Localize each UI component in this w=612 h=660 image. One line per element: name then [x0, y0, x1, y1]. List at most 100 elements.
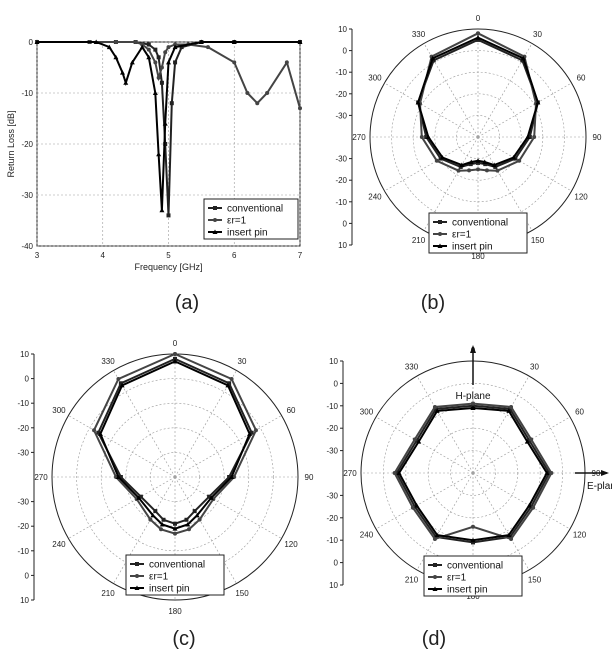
data-point	[475, 158, 481, 163]
radial-tick-label: -10	[17, 399, 29, 408]
data-point	[34, 39, 40, 44]
polar-spoke	[375, 416, 474, 474]
y-tick-label: -30	[21, 191, 33, 200]
data-point	[156, 75, 161, 80]
data-point	[284, 60, 289, 65]
legend-marker	[213, 218, 217, 222]
angle-tick-label: 120	[574, 193, 588, 202]
data-point	[156, 151, 162, 157]
data-point	[133, 40, 138, 44]
radial-tick-label: 10	[338, 25, 347, 34]
data-point	[207, 494, 212, 499]
polar-spoke	[477, 43, 533, 138]
panel-label-d: (d)	[422, 628, 446, 650]
chart-panel-b: 0 30 60 90 120 150 180 210 240 270 300 330 10 10 0 0 -10…	[335, 14, 602, 261]
legend-marker	[135, 562, 139, 566]
data-point	[434, 158, 439, 163]
data-point	[159, 522, 165, 527]
data-point	[425, 134, 431, 139]
data-point	[227, 475, 232, 479]
radial-tick-label: -30	[17, 498, 29, 507]
legend-label: insert pin	[452, 242, 493, 253]
data-point	[471, 401, 475, 406]
data-point	[146, 47, 151, 52]
data-point	[544, 470, 550, 475]
data-point	[509, 405, 514, 410]
polar-spoke	[375, 472, 474, 530]
radial-tick-label: 10	[329, 357, 338, 366]
polar-spoke	[472, 375, 530, 474]
angle-tick-label: 150	[531, 236, 545, 245]
h-plane-arrowhead	[470, 345, 476, 353]
data-point	[158, 527, 163, 532]
data-point	[97, 431, 103, 436]
data-point	[129, 59, 135, 65]
data-point	[434, 532, 440, 538]
data-point	[119, 70, 125, 75]
polar-grid-ring	[450, 450, 496, 496]
data-point	[173, 521, 177, 526]
data-point	[118, 381, 123, 386]
polar-spoke	[174, 476, 237, 584]
data-point	[484, 168, 489, 173]
legend-marker	[213, 206, 217, 210]
data-point	[549, 471, 554, 475]
angle-tick-label: 270	[34, 473, 48, 482]
radial-tick-label: -20	[326, 514, 338, 523]
legend-label: conventional	[452, 218, 508, 229]
data-point	[414, 502, 420, 508]
legend-marker	[433, 575, 437, 579]
angle-tick-label: 300	[360, 408, 374, 417]
data-point	[166, 59, 171, 65]
data-point	[507, 406, 512, 411]
angle-tick-label: 90	[305, 473, 314, 482]
angle-tick-label: 120	[573, 531, 587, 540]
data-point	[253, 428, 258, 433]
radial-tick-label: -20	[335, 176, 347, 185]
data-point	[229, 377, 234, 382]
legend-label: insert pin	[149, 584, 190, 595]
chart-panel-c: 0 30 60 90 120 150 180 210 240 270 300 330 10 10 0 0 -10…	[17, 339, 314, 616]
data-point	[415, 99, 421, 105]
panel-label-c: (c)	[172, 628, 195, 650]
data-point	[136, 495, 142, 500]
legend-marker	[135, 574, 139, 578]
legend-label: εr=1	[447, 573, 467, 584]
data-point	[547, 471, 552, 475]
angle-tick-label: 150	[528, 576, 542, 585]
data-point	[434, 406, 439, 411]
x-tick-label: 4	[101, 251, 106, 260]
polar-spoke	[477, 82, 572, 138]
angle-tick-label: 180	[471, 252, 485, 261]
data-point	[172, 526, 178, 531]
x-axis-label: Frequency [GHz]	[134, 262, 202, 272]
data-point	[410, 505, 415, 510]
data-point	[298, 106, 302, 111]
radial-tick-label: -20	[326, 424, 338, 433]
polar-spoke	[416, 472, 474, 571]
data-point	[419, 135, 424, 139]
data-point	[138, 494, 143, 499]
data-point	[173, 531, 177, 536]
radial-tick-label: -20	[17, 424, 29, 433]
data-point	[476, 31, 480, 36]
data-point	[520, 55, 526, 61]
data-point	[506, 408, 512, 413]
angle-tick-label: 60	[287, 406, 296, 415]
data-point	[456, 168, 461, 173]
angle-tick-label: 90	[593, 133, 602, 142]
data-point	[156, 55, 161, 60]
data-point	[231, 39, 237, 44]
data-point	[173, 352, 177, 356]
polar-spoke	[472, 472, 530, 571]
data-point	[392, 471, 397, 475]
data-point	[153, 47, 158, 52]
data-point	[424, 135, 429, 139]
data-point	[116, 377, 121, 382]
legend-label: conventional	[447, 561, 503, 572]
data-point	[146, 54, 152, 60]
data-point	[531, 505, 536, 510]
data-point	[150, 512, 156, 518]
polar-spoke	[174, 476, 282, 539]
data-point	[527, 438, 532, 443]
